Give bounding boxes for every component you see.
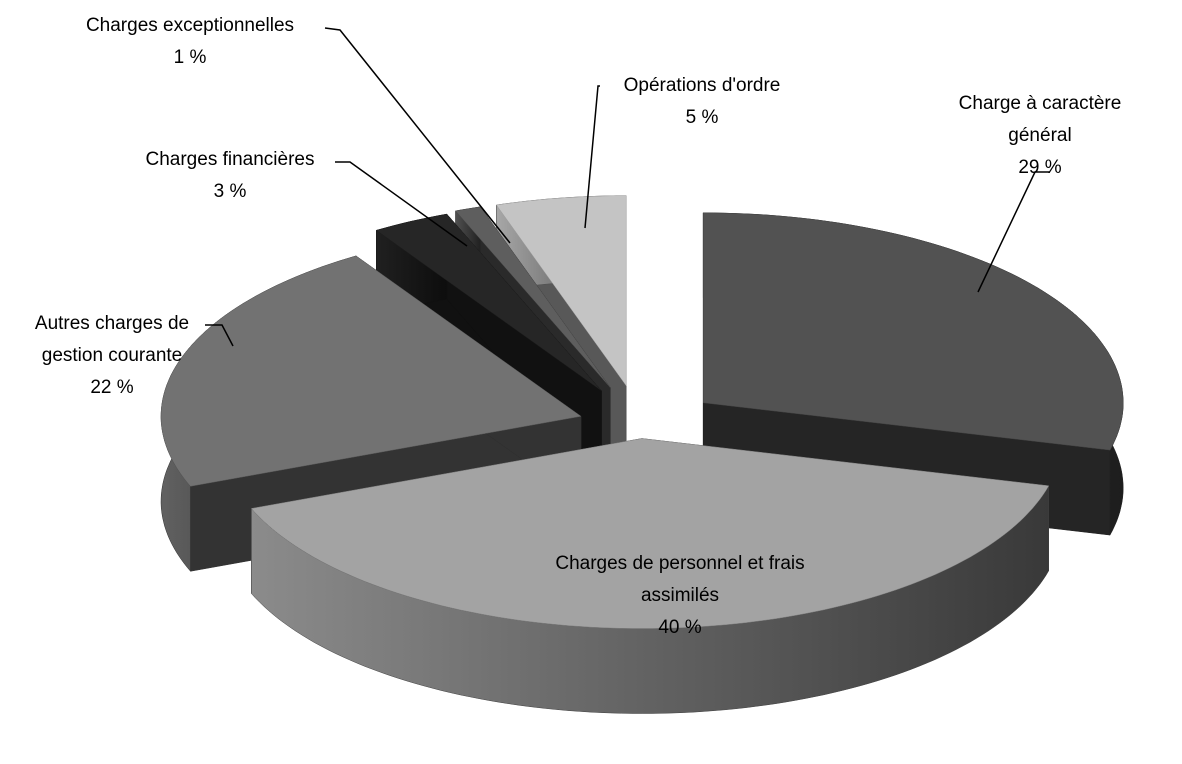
- value-label: 5 %: [685, 107, 719, 128]
- slice-label: Autres charges de gestion courante 22 %: [7, 308, 217, 404]
- leader-line: [584, 85, 600, 229]
- category-label: Charges de personnel et frais assimilés: [555, 553, 805, 606]
- value-label: 29 %: [1018, 157, 1062, 178]
- slice-top: [495, 195, 627, 387]
- slice-label: Charges exceptionnelles 1 %: [45, 10, 335, 74]
- leader-line: [335, 161, 468, 247]
- value-label: 22 %: [90, 377, 134, 398]
- leader-line: [324, 27, 511, 244]
- value-label: 1 %: [173, 47, 207, 68]
- slice-top: [702, 212, 1124, 451]
- slice-top: [250, 438, 1050, 629]
- slice-label: Charges de personnel et frais assimilés 4…: [535, 548, 825, 644]
- leader-line: [977, 171, 1050, 293]
- slice-label: Charges financières 3 %: [110, 144, 350, 208]
- category-label: Opérations d'ordre: [623, 75, 781, 96]
- category-label: Charges financières: [145, 149, 315, 170]
- value-label: 3 %: [213, 181, 247, 202]
- category-label: Charge à caractère général: [958, 93, 1122, 146]
- leader-line: [205, 324, 234, 347]
- value-label: 40 %: [658, 617, 702, 638]
- category-label: Autres charges de gestion courante: [34, 313, 190, 366]
- slice-top: [160, 255, 582, 487]
- slice-top: [375, 213, 602, 391]
- slice-label: Opérations d'ordre 5 %: [582, 70, 822, 134]
- category-label: Charges exceptionnelles: [85, 15, 295, 36]
- slice: [250, 438, 1050, 714]
- slice-label: Charge à caractère général 29 %: [955, 88, 1125, 184]
